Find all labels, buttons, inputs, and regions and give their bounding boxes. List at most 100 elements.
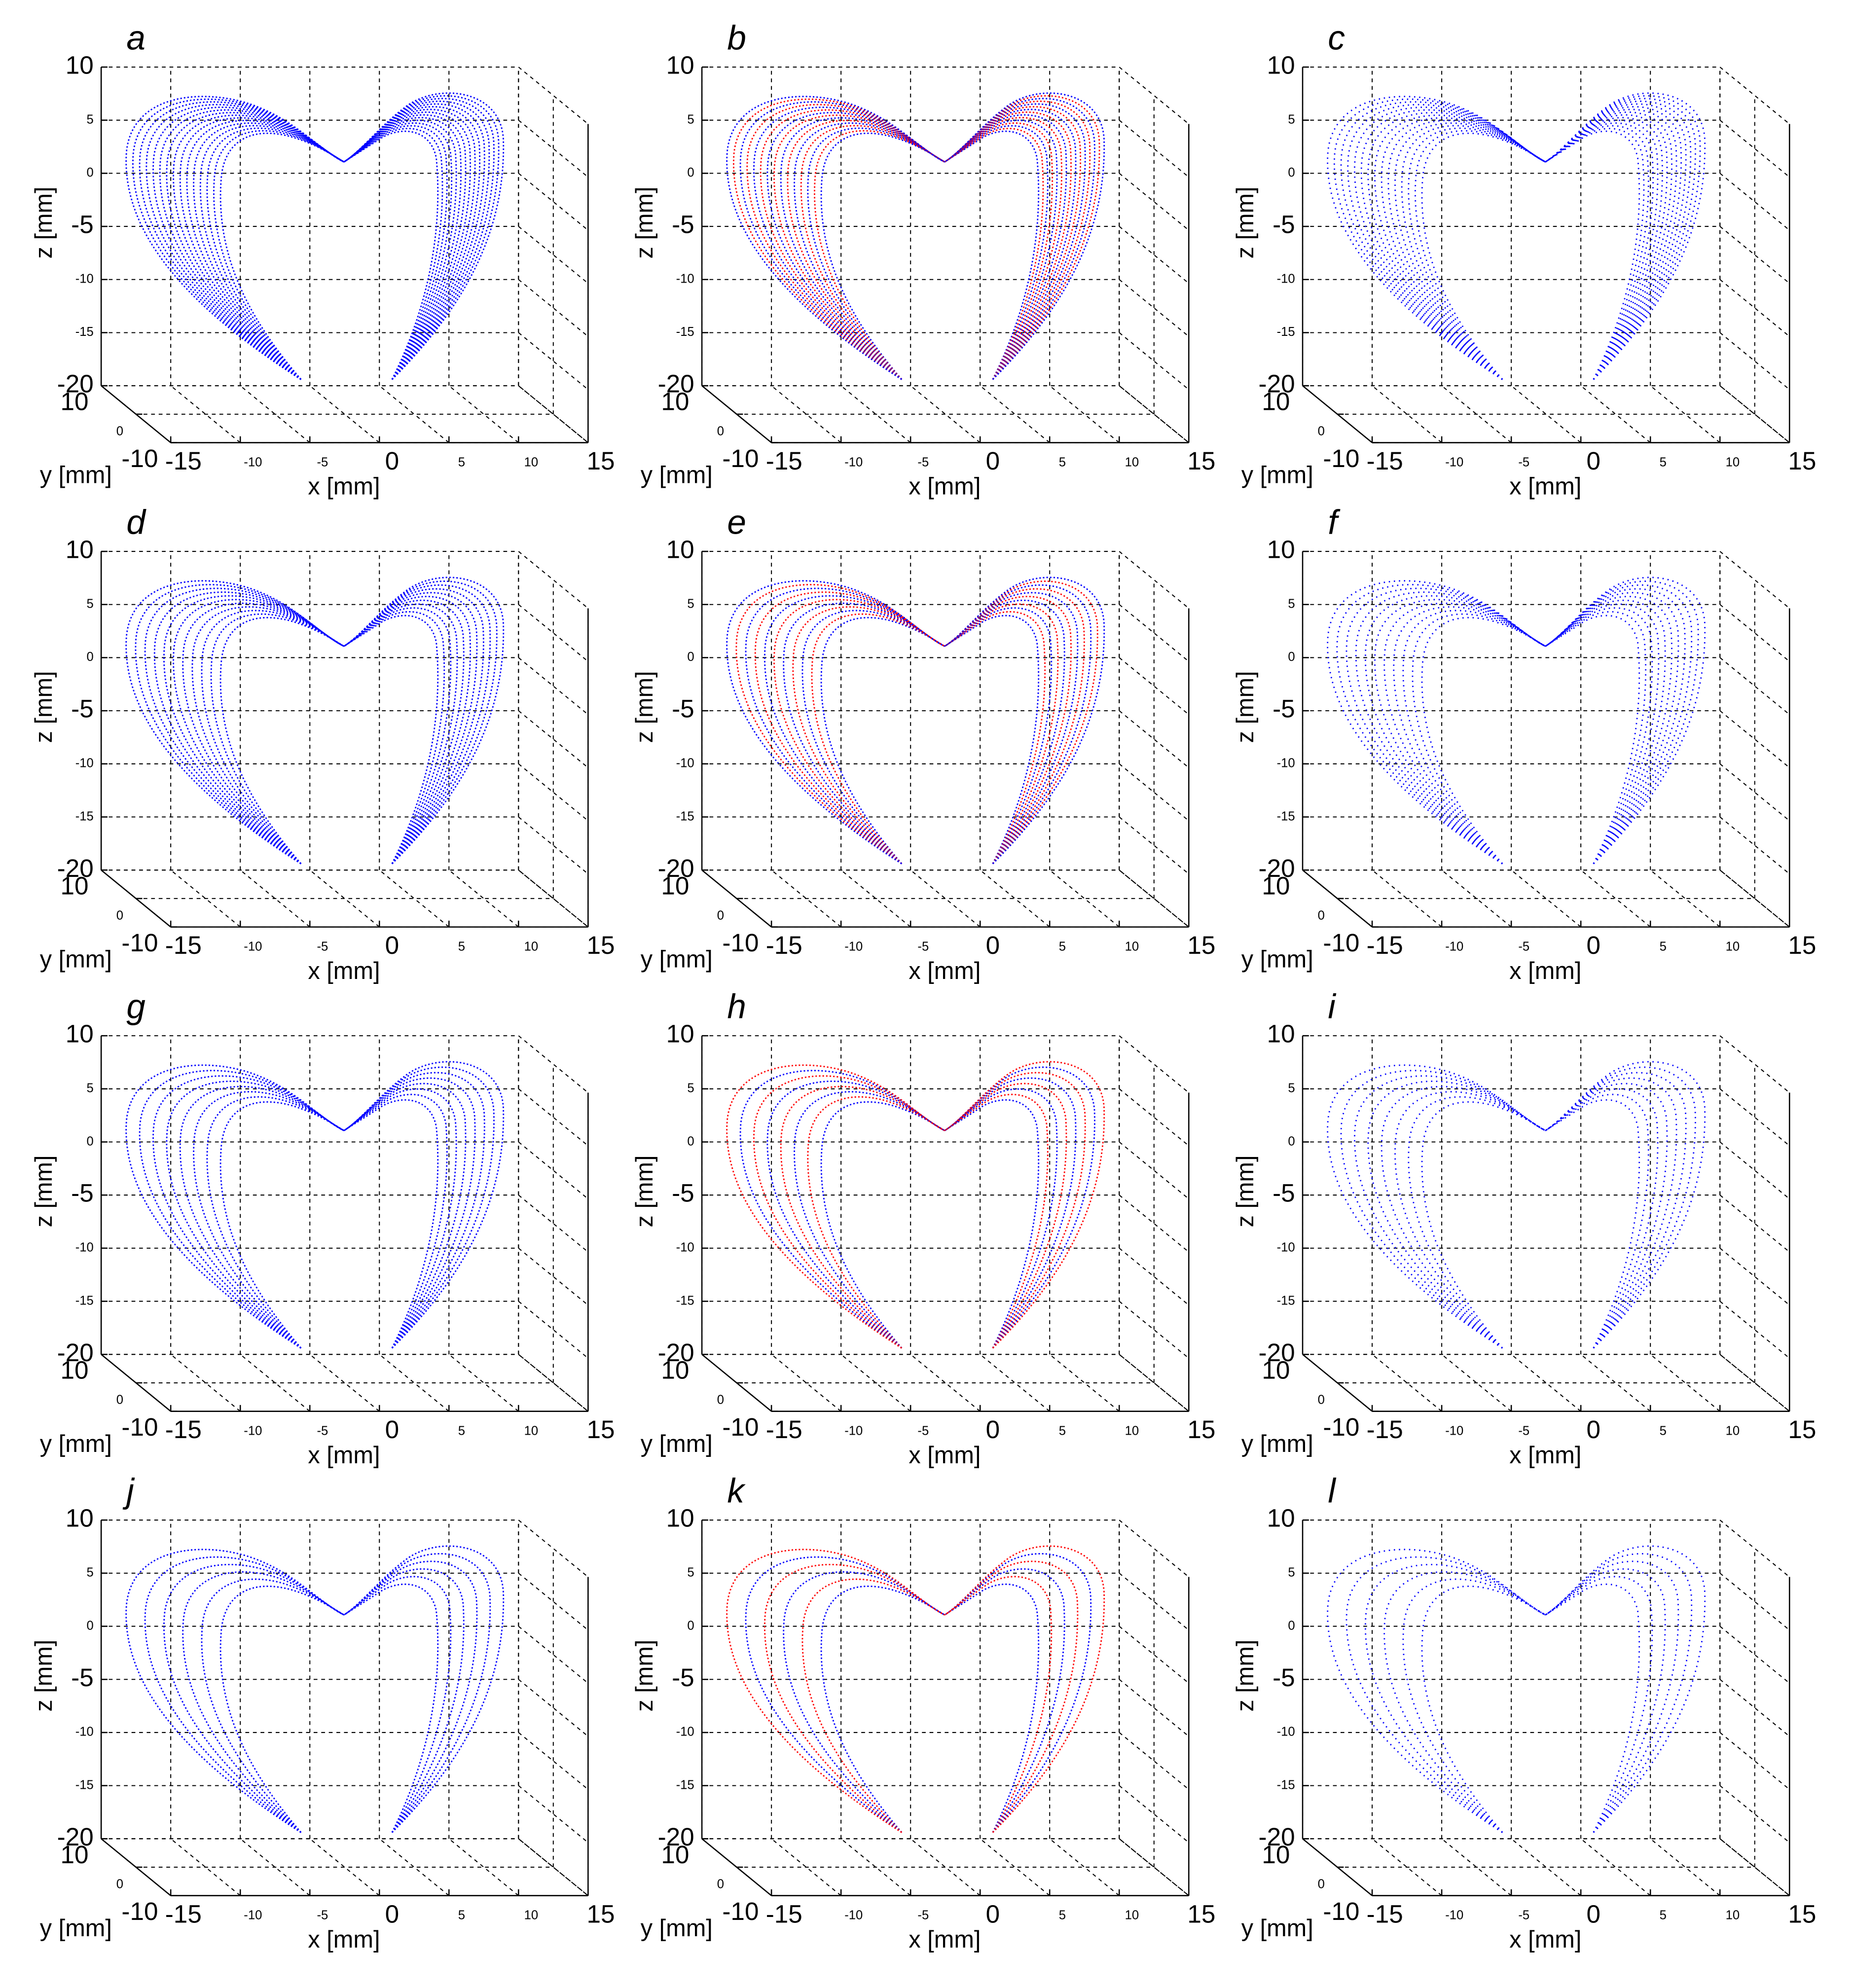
point-cloud (763, 595, 945, 865)
point-cloud (193, 1091, 345, 1349)
y-tick-label: 10 (1262, 1841, 1290, 1869)
point-cloud (343, 122, 453, 380)
z-tick-label: -20 (1259, 1338, 1295, 1367)
z-axis-label: z [mm] (631, 1640, 658, 1712)
point-cloud (1545, 117, 1663, 380)
point-cloud (1545, 1568, 1666, 1833)
y-tick-label: 0 (116, 909, 123, 923)
point-cloud (343, 108, 476, 380)
y-axis-label: y [mm] (641, 1431, 713, 1457)
z-tick-label: -5 (71, 211, 94, 239)
x-tick-label: 15 (1788, 1900, 1816, 1928)
point-cloud (1545, 1072, 1687, 1349)
x-tick-label: -10 (1445, 1424, 1463, 1438)
point-cloud (766, 1081, 945, 1349)
x-tick-label: 15 (1788, 931, 1816, 959)
x-tick-label: 5 (1660, 1909, 1667, 1922)
y-tick-label: 10 (661, 1356, 689, 1384)
y-tick-label: 0 (717, 1878, 724, 1891)
x-tick-label: -15 (766, 447, 802, 475)
point-cloud (1545, 130, 1640, 380)
point-cloud (343, 1061, 505, 1349)
point-cloud (125, 1549, 345, 1833)
x-tick-label: 0 (1587, 1900, 1601, 1928)
point-cloud (944, 603, 1059, 865)
z-tick-label: 0 (687, 1134, 694, 1148)
x-tick-label: 10 (1125, 1424, 1139, 1438)
point-cloud (1347, 104, 1546, 380)
x-tick-label: -15 (1367, 931, 1403, 959)
point-cloud (811, 613, 945, 865)
x-tick-label: -15 (165, 1900, 202, 1928)
point-cloud (745, 587, 945, 865)
z-axis-label: z [mm] (31, 186, 57, 258)
z-tick-label: -10 (676, 1241, 694, 1255)
x-tick-label: -15 (165, 1415, 202, 1444)
y-axis-label: y [mm] (641, 462, 713, 489)
point-cloud (739, 101, 945, 380)
point-cloud (783, 1571, 945, 1833)
point-cloud (1545, 599, 1666, 865)
point-cloud (1327, 580, 1546, 865)
x-tick-label: -15 (766, 1900, 802, 1928)
point-cloud (1545, 125, 1649, 380)
point-cloud (1545, 577, 1706, 865)
point-cloud (801, 610, 945, 865)
point-cloud (153, 591, 345, 865)
x-tick-label: 5 (458, 455, 465, 469)
x-tick-label: 10 (524, 455, 539, 469)
point-cloud (132, 98, 345, 380)
z-tick-label: 5 (86, 112, 93, 126)
y-axis-label: y [mm] (1241, 1431, 1313, 1457)
point-cloud (944, 101, 1091, 380)
point-cloud (780, 1085, 945, 1349)
x-tick-label: -10 (844, 1424, 863, 1438)
point-cloud (1421, 616, 1546, 865)
point-cloud (1394, 122, 1546, 380)
x-axis-label: x [mm] (308, 1926, 380, 1953)
y-tick-label: 0 (116, 1393, 123, 1407)
z-tick-label: -15 (75, 1778, 94, 1792)
y-tick-label: 0 (1318, 1878, 1325, 1891)
z-tick-label: 0 (86, 166, 93, 180)
point-cloud (343, 1099, 439, 1349)
z-tick-label: -10 (75, 1725, 94, 1739)
point-cloud (1402, 610, 1546, 865)
z-tick-label: -10 (676, 272, 694, 286)
x-axis-label: x [mm] (308, 473, 380, 500)
x-tick-label: 0 (986, 931, 1000, 959)
point-cloud (1345, 1556, 1546, 1833)
point-cloud (139, 1070, 345, 1349)
point-cloud (1383, 602, 1546, 865)
point-cloud (1545, 101, 1692, 380)
point-cloud (1545, 1584, 1640, 1833)
z-tick-label: -15 (75, 809, 94, 823)
point-cloud (766, 112, 945, 380)
panel-label: k (727, 1472, 746, 1510)
z-tick-label: 0 (1288, 650, 1295, 664)
z-tick-label: -5 (1272, 211, 1295, 239)
point-cloud (139, 101, 345, 380)
point-cloud (1421, 132, 1546, 380)
x-tick-label: 10 (524, 1909, 539, 1922)
z-tick-label: -10 (1277, 272, 1295, 286)
point-cloud (944, 1560, 1079, 1833)
point-cloud (343, 614, 439, 865)
y-tick-label: -10 (1323, 1897, 1359, 1925)
z-tick-label: 5 (1288, 1566, 1295, 1580)
point-cloud (343, 1560, 478, 1833)
point-cloud (199, 125, 345, 380)
point-cloud (726, 580, 945, 865)
x-axis-label: x [mm] (1509, 958, 1581, 984)
z-tick-label: 5 (86, 1082, 93, 1095)
point-cloud (343, 103, 485, 380)
z-tick-label: -20 (57, 1338, 94, 1367)
point-cloud (1340, 101, 1546, 380)
y-axis-label: y [mm] (1241, 1915, 1313, 1942)
point-cloud (1367, 112, 1546, 380)
point-cloud (1545, 103, 1687, 380)
point-cloud (1545, 1088, 1659, 1349)
x-tick-label: 0 (1587, 1415, 1601, 1444)
z-tick-label: 0 (86, 1619, 93, 1632)
